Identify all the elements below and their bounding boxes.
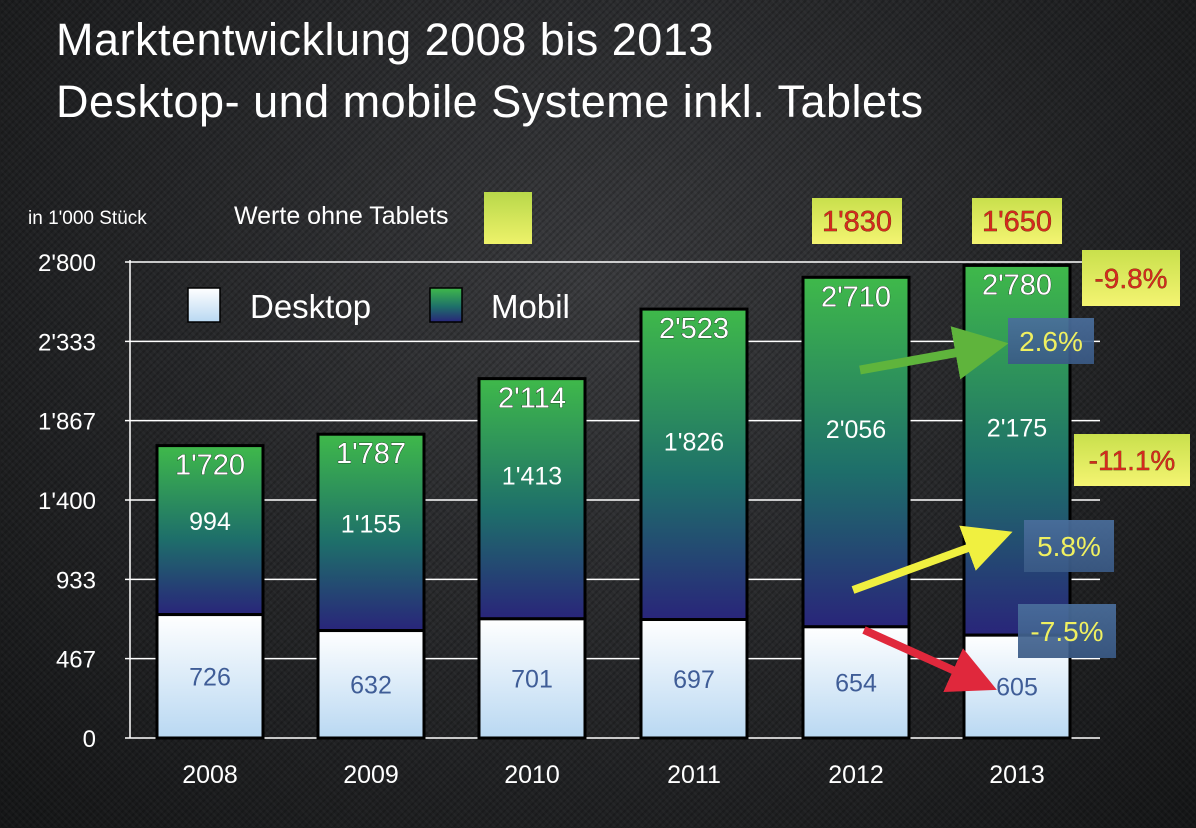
mobil-value-label: 1'413 <box>502 463 562 491</box>
without-tablets-value: 1'830 <box>822 206 892 238</box>
growth-badge-label: 2.6% <box>1019 326 1083 357</box>
chart-title: Marktentwicklung 2008 bis 2013 <box>56 14 714 65</box>
x-tick-label: 2008 <box>182 761 238 789</box>
y-tick-label: 1'867 <box>38 409 96 436</box>
x-tick-label: 2010 <box>504 761 560 789</box>
y-tick-label: 2'333 <box>38 329 96 356</box>
growth-badge <box>1074 434 1190 486</box>
growth-badge <box>1008 318 1094 364</box>
y-tick-label: 1'400 <box>38 488 96 515</box>
bar-mobil <box>801 275 911 629</box>
without-tablets-badge <box>812 198 902 244</box>
bar-desktop <box>155 613 265 740</box>
bar-desktop <box>316 629 426 740</box>
growth-badge <box>1082 250 1180 306</box>
arrow-yellow <box>851 525 1013 594</box>
mobil-value-label: 2'175 <box>987 414 1047 442</box>
legend-swatch-desktop <box>187 287 221 323</box>
growth-badge-label: 5.8% <box>1037 531 1101 562</box>
x-tick-label: 2013 <box>989 761 1045 789</box>
mobil-value-label: 994 <box>189 508 231 536</box>
mobil-value-label: 1'826 <box>664 428 724 456</box>
legend-swatch-mobil <box>429 287 463 323</box>
total-label: 2'114 <box>498 383 566 415</box>
total-label: 2'710 <box>821 281 891 313</box>
note-swatch <box>484 192 532 244</box>
y-tick-label: 2'800 <box>38 250 96 277</box>
y-tick-label: 933 <box>56 567 96 594</box>
desktop-value-label: 697 <box>673 666 715 694</box>
y-tick-label: 0 <box>83 726 96 753</box>
without-tablets-value: 1'650 <box>982 206 1052 238</box>
legend-label-desktop: Desktop <box>250 288 371 325</box>
total-label: 1'720 <box>175 450 245 482</box>
bar-desktop <box>639 618 749 740</box>
arrow-green <box>859 326 1009 380</box>
chart-subtitle: Desktop- und mobile Systeme inkl. Tablet… <box>56 76 924 127</box>
y-tick-label: 467 <box>56 647 96 674</box>
x-tick-label: 2012 <box>828 761 884 789</box>
growth-badge-label: -9.8% <box>1094 263 1167 294</box>
bar-mobil <box>477 377 587 621</box>
arrow-red <box>862 626 997 693</box>
bar-mobil <box>639 307 749 622</box>
total-label: 1'787 <box>336 438 406 470</box>
desktop-value-label: 654 <box>835 669 877 697</box>
desktop-value-label: 701 <box>511 665 553 693</box>
x-tick-label: 2009 <box>343 761 399 789</box>
growth-badge <box>1024 520 1114 572</box>
without-tablets-badge <box>972 198 1062 244</box>
bar-mobil <box>155 444 265 617</box>
bar-desktop <box>477 617 587 740</box>
desktop-value-label: 726 <box>189 663 231 691</box>
legend-label-mobil: Mobil <box>491 288 570 325</box>
desktop-value-label: 632 <box>350 671 392 699</box>
total-label: 2'780 <box>982 269 1052 301</box>
growth-badge-label: -11.1% <box>1089 445 1176 476</box>
mobil-value-label: 2'056 <box>826 416 886 444</box>
mobil-value-label: 1'155 <box>341 510 401 538</box>
growth-badge-label: -7.5% <box>1030 616 1103 647</box>
unit-label: in 1'000 Stück <box>28 208 147 229</box>
desktop-value-label: 605 <box>996 674 1038 702</box>
growth-badge <box>1018 604 1116 658</box>
total-label: 2'523 <box>659 313 729 345</box>
x-tick-label: 2011 <box>667 761 721 789</box>
note-label: Werte ohne Tablets <box>234 202 449 230</box>
